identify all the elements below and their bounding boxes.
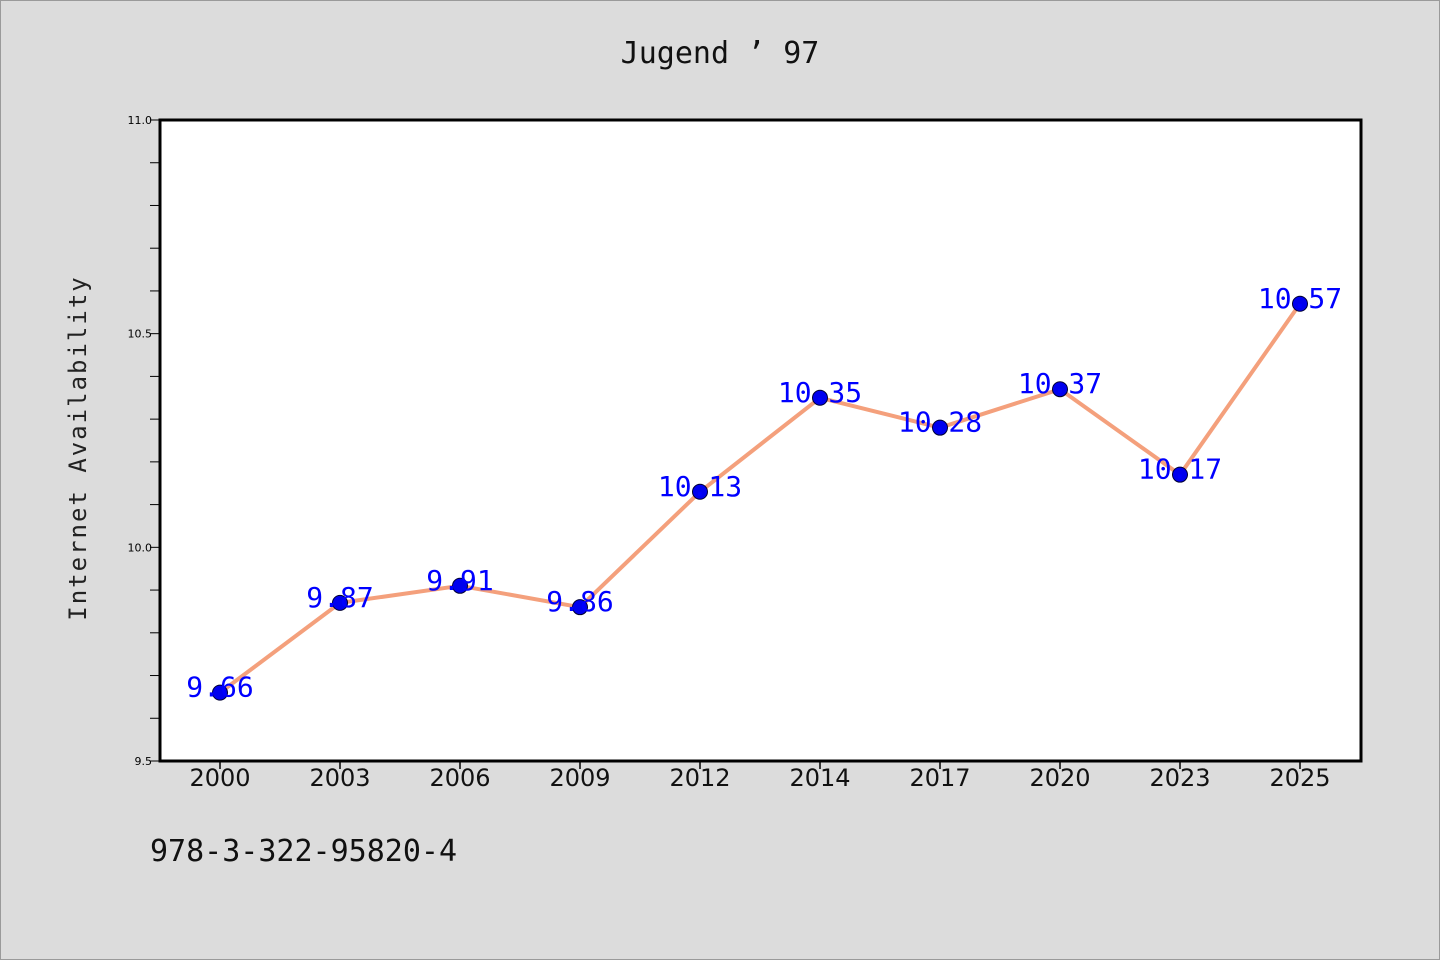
data-label: 9.91: [426, 564, 493, 597]
x-tick-label: 2020: [1029, 764, 1090, 792]
data-label: 10.13: [658, 470, 742, 503]
isbn-footer-text: 978-3-322-95820-4: [150, 834, 458, 869]
x-tick-label: 2025: [1269, 764, 1330, 792]
data-label: 9.86: [546, 585, 613, 618]
data-label: 10.37: [1018, 367, 1102, 400]
x-tick-label: 2000: [189, 764, 250, 792]
series-markers: [212, 295, 1308, 701]
y-tick-label: 10.5: [128, 328, 153, 341]
data-label: 10.17: [1138, 453, 1222, 486]
x-tick-label: 2023: [1149, 764, 1210, 792]
y-tick-label: 9.5: [135, 755, 153, 768]
data-labels: 9.66 9.87 9.91 9.86 10.13 10.35 10.28 10.37 10.1…: [186, 282, 1342, 704]
data-point: [812, 389, 828, 406]
x-tick-label: 2012: [669, 764, 730, 792]
data-point: [332, 594, 348, 611]
data-point: [452, 577, 468, 594]
x-tick-label: 2003: [309, 764, 370, 792]
y-tick-label: 11.0: [128, 114, 153, 127]
data-point: [1292, 295, 1308, 312]
y-axis: 9.5 10.0 10.5 11.0: [128, 114, 160, 768]
data-point: [572, 599, 588, 616]
series-line: [218, 302, 1302, 695]
x-tick-label: 2014: [789, 764, 850, 792]
x-tick-label: 2006: [429, 764, 490, 792]
data-point: [932, 419, 948, 436]
x-tick-label: 2017: [909, 764, 970, 792]
data-label: 10.28: [898, 406, 982, 439]
x-tick-label: 2009: [549, 764, 610, 792]
data-point: [692, 483, 708, 500]
data-label: 10.35: [778, 376, 862, 409]
data-point: [1172, 466, 1188, 483]
x-axis: 2000 2003 2006 2009 2012 2014 2017 2020 2023 2025: [189, 761, 1331, 792]
data-label: 10.57: [1258, 282, 1342, 315]
chart-title: Jugend ’ 97: [620, 36, 820, 71]
data-point: [1052, 381, 1068, 398]
y-tick-label: 10.0: [128, 541, 153, 554]
plot-area: [158, 118, 1363, 763]
data-label: 9.87: [306, 581, 373, 614]
data-label: 9.66: [186, 671, 253, 704]
data-point: [212, 684, 228, 701]
